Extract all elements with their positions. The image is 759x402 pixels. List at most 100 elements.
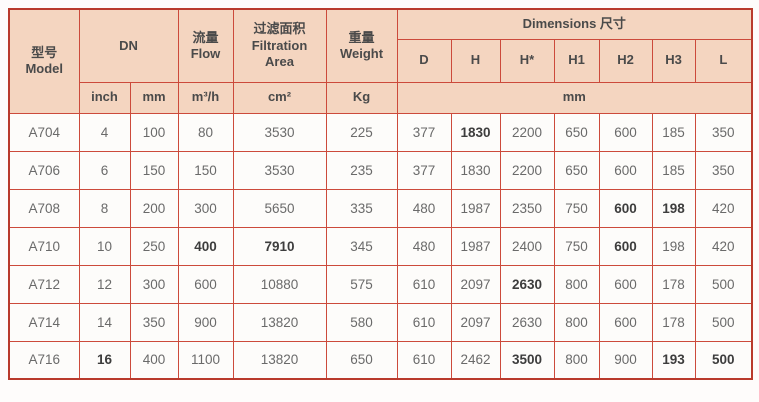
spec-table: 型号 Model DN 流量 Flow 过滤面积 Filtration Area… [8,8,754,380]
value-cell: 198 [651,226,696,266]
header-dimensions: Dimensions 尺寸 [396,8,753,40]
table-row: A716 16 400 1100 13820 650 610 2462 3500 800 900 19… [8,340,753,380]
value-cell: 2097 [450,302,501,342]
header-row-1: 型号 Model DN 流量 Flow 过滤面积 Filtration Area… [8,8,753,114]
value-cell: 650 [325,340,398,380]
value-cell: 400 [129,340,179,380]
header-dim-h2: H2 [598,38,653,83]
value-cell: 100 [129,112,179,152]
value-cell: 750 [553,226,600,266]
value-cell: 900 [598,340,653,380]
value-cell: 250 [129,226,179,266]
value-cell: 10880 [232,264,327,304]
value-cell: 500 [694,302,753,342]
header-dim-h3: H3 [651,38,696,83]
value-cell: 150 [177,150,234,190]
value-cell: 7910 [232,226,327,266]
unit-flow: m³/h [177,81,234,114]
value-cell: 225 [325,112,398,152]
header-dim-h1: H1 [553,38,600,83]
value-cell: 650 [553,150,600,190]
value-cell: 193 [651,340,696,380]
header-flow: 流量 Flow [177,8,234,83]
model-cell: A704 [8,112,80,152]
header-filtration-area: 过滤面积 Filtration Area [232,8,327,83]
value-cell: 12 [78,264,131,304]
value-cell: 335 [325,188,398,228]
value-cell: 600 [598,150,653,190]
value-cell: 575 [325,264,398,304]
value-cell: 198 [651,188,696,228]
header-weight: 重量 Weight [325,8,398,83]
value-cell: 580 [325,302,398,342]
value-cell: 610 [396,340,452,380]
value-cell: 185 [651,112,696,152]
value-cell: 1987 [450,226,501,266]
model-cell: A716 [8,340,80,380]
value-cell: 650 [553,112,600,152]
value-cell: 1100 [177,340,234,380]
value-cell: 300 [177,188,234,228]
value-cell: 150 [129,150,179,190]
value-cell: 600 [177,264,234,304]
unit-area: cm² [232,81,327,114]
value-cell: 2200 [499,112,555,152]
value-cell: 13820 [232,340,327,380]
header-dim-h: H [450,38,501,83]
value-cell: 5650 [232,188,327,228]
value-cell: 4 [78,112,131,152]
value-cell: 3530 [232,112,327,152]
table-row: A708 8 200 300 5650 335 480 1987 2350 750 600 198 42… [8,188,753,228]
value-cell: 600 [598,264,653,304]
table-body: A704 4 100 80 3530 225 377 1830 2200 650 600 185 350… [8,112,753,380]
value-cell: 800 [553,340,600,380]
value-cell: 1987 [450,188,501,228]
value-cell: 377 [396,112,452,152]
table-header: 型号 Model DN 流量 Flow 过滤面积 Filtration Area… [8,8,753,114]
value-cell: 350 [129,302,179,342]
value-cell: 480 [396,188,452,228]
value-cell: 8 [78,188,131,228]
value-cell: 2630 [499,302,555,342]
table-row: A704 4 100 80 3530 225 377 1830 2200 650 600 185 350 [8,112,753,152]
value-cell: 420 [694,188,753,228]
table-row: A714 14 350 900 13820 580 610 2097 2630 800 600 178… [8,302,753,342]
value-cell: 377 [396,150,452,190]
value-cell: 3530 [232,150,327,190]
value-cell: 600 [598,226,653,266]
unit-weight: Kg [325,81,398,114]
table-row: A710 10 250 400 7910 345 480 1987 2400 750 600 198 4… [8,226,753,266]
value-cell: 750 [553,188,600,228]
value-cell: 350 [694,112,753,152]
value-cell: 235 [325,150,398,190]
unit-inch: inch [78,81,131,114]
value-cell: 2400 [499,226,555,266]
value-cell: 400 [177,226,234,266]
value-cell: 480 [396,226,452,266]
model-cell: A706 [8,150,80,190]
value-cell: 6 [78,150,131,190]
value-cell: 600 [598,112,653,152]
value-cell: 500 [694,264,753,304]
value-cell: 1830 [450,150,501,190]
header-dim-l: L [694,38,753,83]
value-cell: 10 [78,226,131,266]
value-cell: 800 [553,264,600,304]
value-cell: 1830 [450,112,501,152]
value-cell: 350 [694,150,753,190]
value-cell: 610 [396,302,452,342]
value-cell: 185 [651,150,696,190]
value-cell: 14 [78,302,131,342]
unit-dimensions: mm [396,81,753,114]
value-cell: 800 [553,302,600,342]
model-cell: A708 [8,188,80,228]
unit-mm: mm [129,81,179,114]
value-cell: 2350 [499,188,555,228]
value-cell: 13820 [232,302,327,342]
value-cell: 3500 [499,340,555,380]
header-model: 型号 Model [8,8,80,114]
model-cell: A712 [8,264,80,304]
value-cell: 2462 [450,340,501,380]
model-cell: A714 [8,302,80,342]
